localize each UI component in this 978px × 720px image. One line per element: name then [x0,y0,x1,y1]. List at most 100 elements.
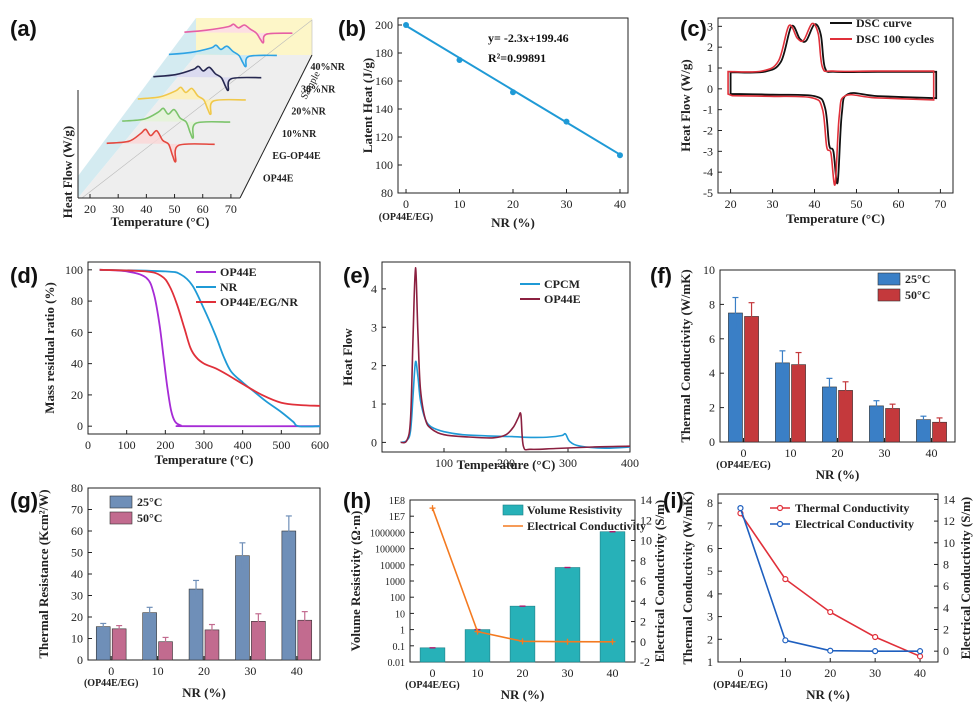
panel-a-3d-dsc: 20 30 40 50 60 70 Temperature (°C) Heat Flow (W… [60,18,346,229]
data-point [403,22,410,28]
data-marker [827,647,834,654]
floor-plane [78,55,312,198]
series-line-op44e [400,266,631,451]
y-tick-label: 2 [707,40,713,54]
x-tick-label: 0 [403,197,409,211]
series-dsc-curve [729,23,938,185]
legend-swatch [877,288,901,302]
legend-swatch [109,511,133,525]
depth-axis [239,54,313,199]
x-tick-label: 40 [614,197,626,211]
y-tick-label: 20 [71,388,83,402]
x-tick-label: 30 [562,666,574,680]
legend-label: NR [220,280,238,294]
y-tick-label: 7 [707,519,713,533]
y-tick-label: 1 [371,397,377,411]
dsc-curve [168,44,277,68]
x-tick-label: 0 [741,446,747,460]
x-tick-label: 600 [311,438,329,452]
x-tick-label: 20 [832,446,844,460]
x-axis-label: NR (%) [806,687,850,702]
x-tick-label: 30 [112,202,124,216]
y-tick-label: 40 [71,567,83,581]
x-tick-label: 200 [497,456,515,470]
y-tick-label: 2 [707,632,713,646]
y-tick-label: 8 [640,554,646,568]
x-tick-label: 40 [926,446,938,460]
y-tick-label: 3 [707,610,713,624]
y-axis-label: Heat Flow (W/g) [678,59,693,151]
x-note: (OP44E/EG) [84,678,138,689]
panel-label-g: (g) [10,488,38,513]
y-tick-label: 160 [375,74,393,88]
y-tick-label: 1E7 [389,512,405,523]
x-tick-label: 0 [737,666,743,680]
x-note: (OP44E/EG) [716,460,770,471]
y-tick-label: 10000 [380,561,405,572]
x-tick-label: 30 [560,197,572,211]
y-tick-label: 1000 [385,577,405,588]
legend-label: Electrical Conductivity [527,519,646,533]
legend-label: OP44E [220,265,257,279]
y-tick-label: 4 [707,587,713,601]
data-marker [916,648,924,655]
x-axis-label: Temperature (°C) [786,211,885,226]
panel-label-f: (f) [650,263,672,288]
panel-label-c: (c) [680,16,707,41]
legend-label: OP44E/EG/NR [220,295,298,309]
data-marker [564,638,571,645]
data-marker [609,638,616,645]
axis-frame [717,17,954,194]
y-tick-label: 14 [640,493,652,507]
y-tick-label: 3 [707,19,713,33]
y-axis-label: Thermal Conductivity (W/mK) [680,491,695,664]
panel-label-d: (d) [10,263,38,288]
bar-volume-resistivity-0 [419,647,446,663]
y-axis-label: Heat Flow (W/g) [60,126,75,218]
data-point [510,89,516,96]
x-tick-label: 30 [244,664,256,678]
y-tick-label: 2 [943,622,949,636]
data-marker [782,576,789,583]
panel-label-a: (a) [10,16,37,41]
y-tick-label: 1 [707,655,713,669]
legend-label: 25°C [137,495,162,509]
y-tick-label: -3 [703,144,713,158]
y-tick-label: 4 [943,601,949,615]
x-tick-label: 70 [225,202,237,216]
y-tick-label: 10 [395,609,405,620]
y-tick-label: 1000000 [370,528,405,539]
x-axis-label: Temperature (°C) [155,452,254,467]
data-marker [872,633,879,641]
x-axis-label: NR (%) [816,467,860,482]
data-point [563,118,570,125]
x-tick-label: 20 [824,666,836,680]
y-tick-label: 10 [71,632,83,646]
x-tick-label: 50 [169,202,181,216]
x-tick-label: 10 [472,666,484,680]
bar-50C-0 [111,628,127,661]
legend-label: Electrical Conductivity [795,517,914,531]
y-tick-label: 80 [71,481,83,495]
y-tick-label: 60 [71,325,83,339]
data-marker [519,638,526,645]
y-tick-label: 4 [371,282,377,296]
y-tick-label: 1E8 [389,496,405,507]
r-squared-label: R²=0.99891 [488,51,546,65]
x-tick-label: 20 [84,202,96,216]
y-tick-label: 40 [71,357,83,371]
x-tick-label: 400 [234,438,252,452]
axis-frame [717,493,939,663]
y-tick-label: 12 [943,514,955,528]
x-tick-label: 20 [725,197,737,211]
y-tick-label: 100000 [375,545,405,556]
bar-25C-0 [95,626,111,661]
x-note: (OP44E/EG) [379,212,433,223]
y-tick-label: 10 [640,534,652,548]
legend-label: 50°C [137,511,162,525]
y-axis-label: Mass residual ratio (%) [42,282,57,414]
legend-label: Thermal Conductivity [795,501,909,515]
y-tick-label: 14 [943,492,955,506]
x-tick-label: 70 [934,197,946,211]
